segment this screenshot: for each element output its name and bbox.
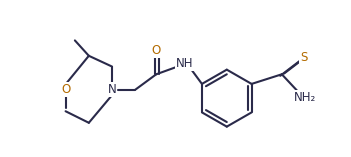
Text: O: O — [61, 83, 70, 96]
Text: S: S — [300, 51, 307, 64]
Text: NH₂: NH₂ — [294, 91, 316, 104]
Text: N: N — [108, 83, 117, 96]
Text: NH: NH — [176, 57, 194, 70]
Text: O: O — [152, 44, 161, 57]
